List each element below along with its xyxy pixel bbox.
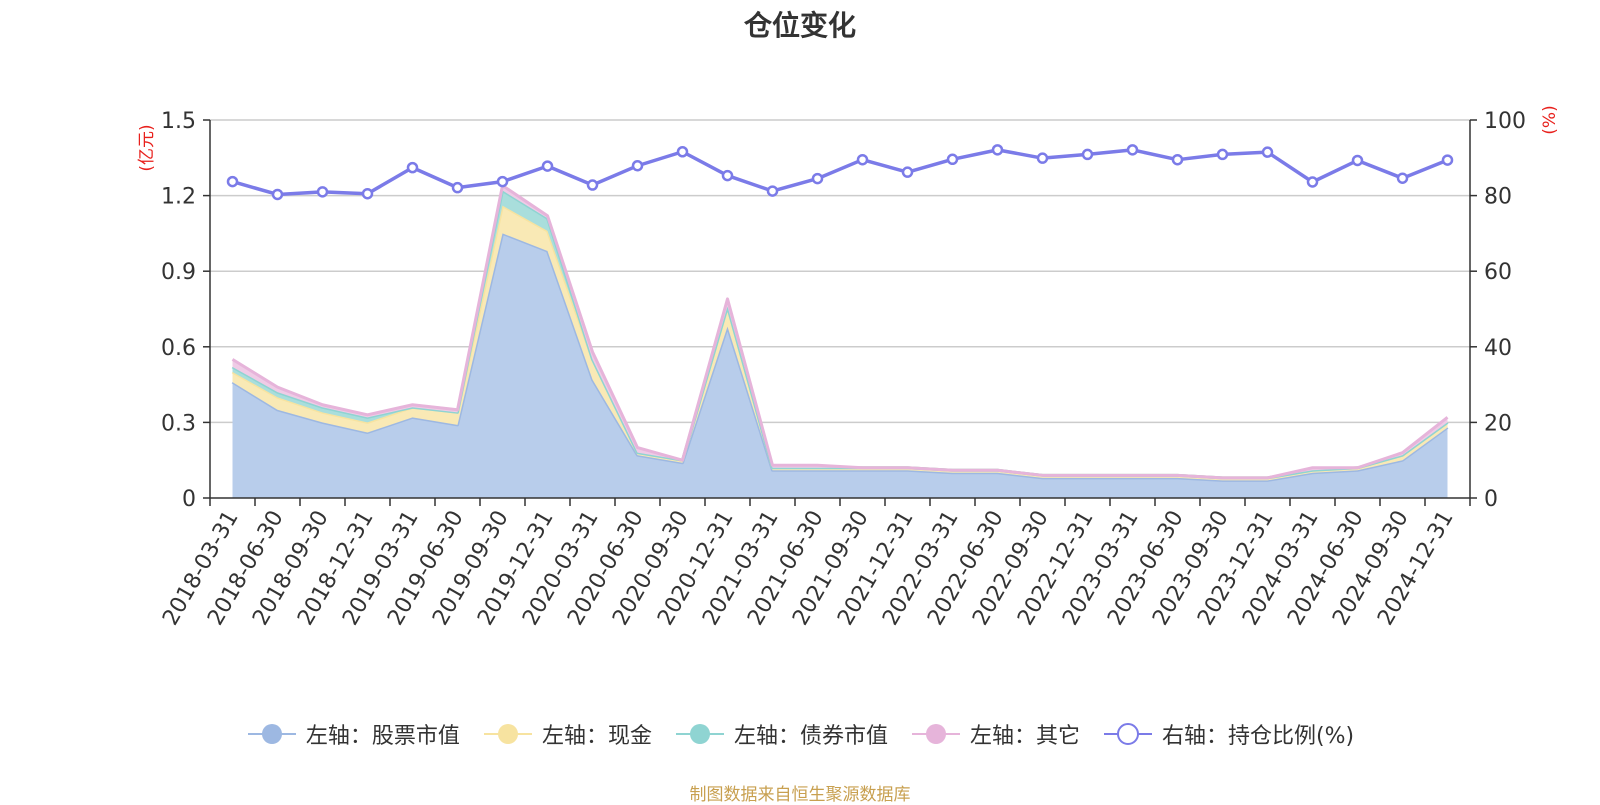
grid-lines [210, 119, 1470, 424]
stacked-areas [231, 184, 1449, 498]
legend-marker-icon [247, 724, 296, 744]
legend-label: 左轴：其它 [969, 724, 1080, 749]
axes [203, 119, 1477, 506]
ratio-point [361, 187, 374, 200]
source-note: 制图数据来自恒生聚源数据库 [689, 785, 911, 805]
right-axis-tick-label: 0 [1484, 487, 1498, 512]
legend-item[interactable]: 左轴：股票市值 [246, 718, 460, 750]
area-1 [232, 233, 1448, 498]
legend-marker-icon [675, 724, 724, 744]
chart-legend: 左轴：股票市值 左轴：现金 左轴：债券市值 左轴：其它 右轴：持仓比例(%) [0, 718, 1600, 750]
ratio-point [991, 144, 1004, 156]
ratio-point [1306, 176, 1319, 188]
ratio-point [631, 159, 644, 172]
ratio-point [856, 153, 869, 166]
left-axis-tick-label: 0 [182, 487, 196, 512]
chart-title: 仓位变化 [743, 9, 856, 42]
ratio-point [541, 160, 554, 172]
ratio-point [1036, 152, 1049, 164]
right-axis-unit-label: (%) [1540, 105, 1560, 134]
ratio-point [586, 179, 599, 191]
area-2 [232, 205, 1448, 481]
legend-label: 左轴：债券市值 [733, 724, 888, 749]
ratio-point [1216, 148, 1229, 161]
left-axis-tick-label: 1.5 [161, 109, 196, 134]
left-axis-tick-label: 0.3 [161, 411, 196, 436]
left-axis-tick-label: 0.6 [161, 336, 196, 361]
ratio-point [721, 169, 734, 182]
ratio-point [406, 161, 419, 174]
ratio-point [1441, 154, 1454, 166]
ratio-line [232, 148, 1449, 197]
right-axis-tick-label: 80 [1484, 185, 1512, 210]
right-axis-tick-label: 100 [1484, 109, 1526, 134]
left-axis-tick-label: 1.2 [161, 185, 196, 210]
ratio-point [451, 181, 464, 194]
legend-marker-icon [911, 724, 960, 744]
legend-label: 左轴：现金 [541, 724, 652, 749]
right-axis-tick-label: 20 [1484, 411, 1512, 436]
ratio-point [496, 175, 509, 188]
legend-marker-icon [1103, 723, 1152, 745]
axis-labels: 00.30.60.91.21.5020406080100(亿元)(%)2018-… [137, 105, 1560, 629]
legend-label: 左轴：股票市值 [305, 724, 460, 749]
legend-item[interactable]: 左轴：其它 [910, 718, 1080, 750]
ratio-point [1126, 144, 1139, 156]
right-axis-tick-label: 40 [1484, 336, 1512, 361]
ratio-point [1396, 172, 1409, 184]
ratio-point [766, 185, 779, 197]
legend-item[interactable]: 左轴：现金 [482, 718, 652, 750]
legend-marker-icon [483, 724, 532, 744]
left-axis-tick-label: 0.9 [161, 260, 196, 285]
ratio-point [1171, 153, 1184, 166]
ratio-point [676, 146, 689, 158]
ratio-point [1261, 146, 1274, 158]
ratio-point [946, 153, 959, 166]
ratio-point [901, 166, 914, 178]
ratio-point [1351, 154, 1364, 167]
legend-label: 右轴：持仓比例(%) [1161, 724, 1355, 749]
legend-item[interactable]: 左轴：债券市值 [674, 718, 888, 750]
ratio-point [226, 175, 239, 188]
area-line-4 [231, 184, 1449, 480]
left-axis-unit-label: (亿元) [137, 124, 157, 171]
holding-ratio-line [226, 144, 1454, 201]
ratio-point [811, 172, 824, 185]
legend-item[interactable]: 右轴：持仓比例(%) [1102, 718, 1354, 750]
ratio-point [1081, 148, 1094, 161]
ratio-point [271, 188, 284, 201]
right-axis-tick-label: 60 [1484, 260, 1512, 285]
ratio-point [316, 186, 329, 198]
